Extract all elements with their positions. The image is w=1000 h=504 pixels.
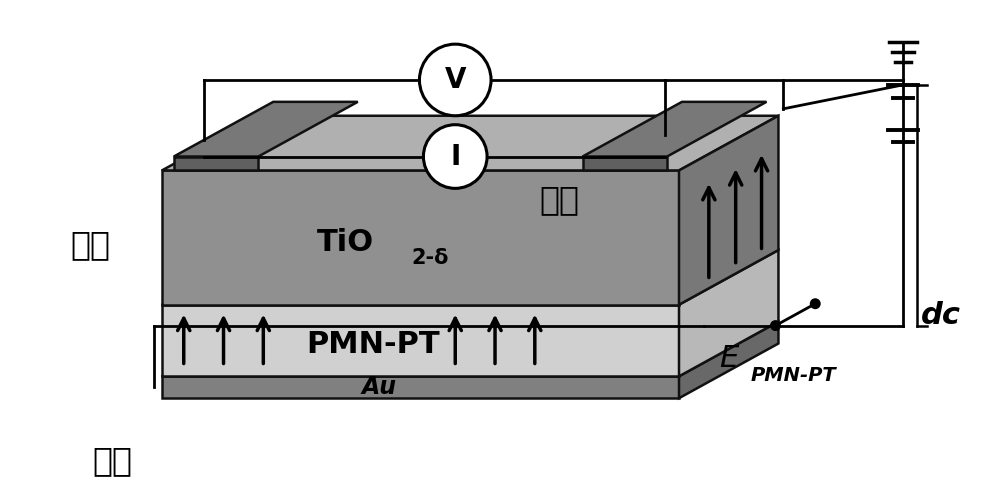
Circle shape bbox=[419, 44, 491, 116]
Text: I: I bbox=[450, 143, 460, 170]
Polygon shape bbox=[162, 322, 778, 376]
Text: PMN-PT: PMN-PT bbox=[307, 330, 440, 358]
Polygon shape bbox=[583, 102, 767, 157]
Polygon shape bbox=[162, 116, 778, 170]
Polygon shape bbox=[174, 102, 358, 157]
Text: dc: dc bbox=[921, 301, 961, 330]
Text: 漏极: 漏极 bbox=[540, 183, 580, 217]
Text: 2-δ: 2-δ bbox=[411, 248, 449, 268]
Text: Au: Au bbox=[362, 375, 397, 399]
Polygon shape bbox=[162, 170, 679, 305]
Polygon shape bbox=[174, 157, 258, 170]
Text: 源极: 源极 bbox=[70, 228, 110, 261]
Circle shape bbox=[770, 320, 781, 331]
Text: V: V bbox=[444, 66, 466, 94]
Text: 棵极: 棵极 bbox=[92, 445, 132, 477]
Text: TiO: TiO bbox=[317, 228, 374, 257]
Circle shape bbox=[810, 298, 821, 309]
Text: $E$: $E$ bbox=[719, 344, 740, 373]
Polygon shape bbox=[162, 305, 679, 376]
Circle shape bbox=[423, 124, 487, 188]
Polygon shape bbox=[162, 376, 679, 398]
Polygon shape bbox=[162, 250, 778, 305]
Polygon shape bbox=[583, 157, 667, 170]
Polygon shape bbox=[679, 116, 778, 305]
Polygon shape bbox=[679, 322, 778, 398]
Text: PMN-PT: PMN-PT bbox=[751, 366, 836, 385]
Polygon shape bbox=[679, 250, 778, 376]
